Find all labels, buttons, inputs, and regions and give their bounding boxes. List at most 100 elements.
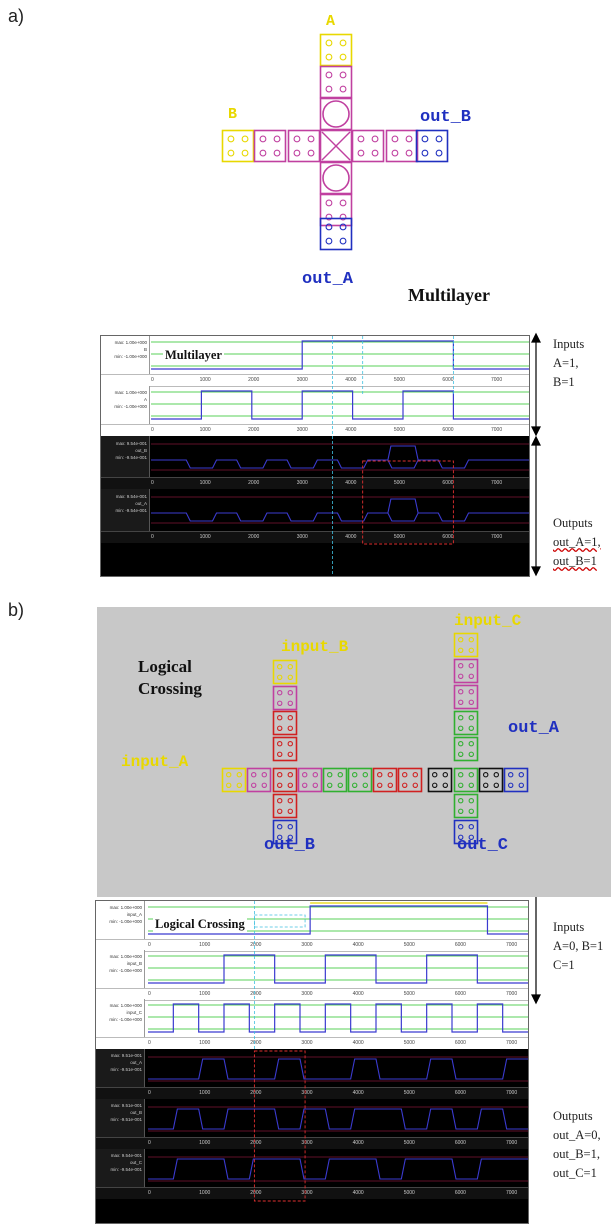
panel-b-waveforms	[148, 901, 528, 1202]
qca-cell	[322, 767, 348, 793]
panel-b-scope: max: 1.00e+000 input_A min: -1.00e+000 0 100…	[95, 900, 529, 1224]
ruler-tick: 4000	[352, 942, 364, 948]
ruler-tick: 6000	[442, 427, 454, 433]
ruler-tick: 6000	[454, 942, 466, 948]
ruler-tick: 0	[148, 991, 151, 997]
qca-cell	[246, 767, 272, 793]
ruler-tick: 4000	[352, 1090, 364, 1096]
ruler-tick: 6000	[442, 480, 454, 486]
label-input-b: input_B	[281, 638, 349, 656]
ruler-tick: 2000	[250, 1140, 262, 1146]
ruler-tick: 7000	[491, 427, 503, 433]
ruler-tick: 2000	[250, 1040, 262, 1046]
wave-input-c	[148, 1003, 528, 1033]
ruler-tick: 1000	[199, 1190, 211, 1196]
ruler-tick: 2000	[250, 942, 262, 948]
qca-cell	[453, 793, 479, 819]
qca-cell	[319, 129, 353, 163]
wave-input-b	[148, 954, 528, 984]
ruler-tick: 7000	[506, 1090, 518, 1096]
ruler-tick: 0	[151, 377, 154, 383]
panel-b-inputs-note: Inputs A=0, B=1 C=1	[553, 920, 604, 972]
panel-b-outputs-note: Outputs out_A=0, out_B=1, out_C=1	[553, 1109, 601, 1180]
qca-cell	[287, 129, 321, 163]
ruler-tick: 3000	[301, 1190, 313, 1196]
track-input-b: max: 1.00e+000 input_B min: -1.00e+000	[96, 950, 528, 988]
ruler-tick: 7000	[506, 1040, 518, 1046]
ruler-tick: 1000	[199, 1090, 211, 1096]
ruler-tick: 5000	[403, 991, 415, 997]
qca-cell	[453, 767, 479, 793]
ruler-tick: 2000	[248, 480, 260, 486]
ruler-tick: 2000	[250, 1190, 262, 1196]
qca-cell	[319, 65, 353, 99]
ruler-tick: 4000	[345, 427, 357, 433]
label-out-a-b: out_A	[508, 719, 560, 738]
panel-a-outputs-note: Outputs out_A=1, out_B=1	[553, 516, 601, 568]
panel-a-inputs-note: Inputs A=1, B=1	[553, 337, 585, 389]
qca-cell	[319, 193, 353, 227]
ruler-tick: 3000	[296, 377, 308, 383]
ruler-tick: 4000	[352, 1140, 364, 1146]
track-out-b: max: 9.51e-001 out_B min: -9.51e-001	[96, 1099, 528, 1137]
ruler-tick: 0	[151, 480, 154, 486]
qca-cell	[427, 767, 453, 793]
ruler: 0 1000 2000 3000 4000 5000 6000 7000	[96, 988, 528, 1001]
ruler-tick: 4000	[352, 991, 364, 997]
ruler-tick: 4000	[345, 377, 357, 383]
ruler-tick: 0	[148, 1190, 151, 1196]
track-input-a: max: 1.00e+000 input_A min: -1.00e+000	[96, 901, 528, 939]
ruler-tick: 0	[148, 1040, 151, 1046]
qca-cell	[397, 767, 423, 793]
panel-b-label: b)	[8, 600, 25, 620]
ruler-tick: 0	[151, 427, 154, 433]
label-b: B	[228, 106, 238, 123]
ruler-tick: 4000	[352, 1190, 364, 1196]
ruler-tick: 5000	[403, 942, 415, 948]
ruler-tick: 6000	[454, 1140, 466, 1146]
qca-cell	[272, 819, 298, 845]
ruler-tick: 2000	[250, 1090, 262, 1096]
qca-cell	[272, 710, 298, 736]
qca-cell	[453, 684, 479, 710]
qca-cell	[272, 685, 298, 711]
label-a: A	[326, 13, 336, 30]
ruler-tick: 6000	[442, 534, 454, 540]
ruler-tick: 7000	[506, 991, 518, 997]
ruler-tick: 7000	[491, 480, 503, 486]
ruler-tick: 3000	[296, 480, 308, 486]
ruler-tick: 6000	[442, 377, 454, 383]
qca-cell	[453, 819, 479, 845]
ruler-tick: 1000	[199, 377, 211, 383]
ruler-tick: 3000	[296, 427, 308, 433]
ruler-tick: 5000	[393, 377, 405, 383]
ruler-tick: 3000	[301, 991, 313, 997]
ruler-tick: 1000	[199, 534, 211, 540]
ruler-tick: 1000	[199, 991, 211, 997]
ruler-tick: 0	[151, 534, 154, 540]
qca-cell	[351, 129, 385, 163]
qca-cell	[272, 767, 298, 793]
qca-cell	[319, 97, 353, 131]
ruler-tick: 4000	[352, 1040, 364, 1046]
ruler-tick: 6000	[454, 991, 466, 997]
ruler-tick: 0	[148, 1090, 151, 1096]
ruler-tick: 2000	[248, 534, 260, 540]
wave-a	[151, 390, 529, 420]
qca-cell	[385, 129, 419, 163]
track-input-c: max: 1.00e+000 input_C min: -1.00e+000	[96, 999, 528, 1037]
ruler: 0 1000 2000 3000 4000 5000 6000 7000	[96, 939, 528, 952]
ruler-tick: 1000	[199, 942, 211, 948]
qca-cell	[453, 632, 479, 658]
panel-b-title: Logical Crossing	[138, 657, 202, 698]
panel-b-qca-layout	[221, 632, 529, 845]
track-a: max: 1.00e+000 A min: -1.00e+000	[101, 386, 529, 424]
ruler-tick: 1000	[199, 1040, 211, 1046]
qca-cell	[453, 710, 479, 736]
ruler-tick: 3000	[301, 942, 313, 948]
label-out-b: out_B	[420, 108, 472, 127]
panel-b-layout-background	[97, 607, 611, 897]
track-out-c: max: 9.54e-001 out_C min: -9.54e-001	[96, 1149, 528, 1187]
ruler-tick: 5000	[403, 1040, 415, 1046]
label-input-c: input_C	[454, 612, 522, 630]
